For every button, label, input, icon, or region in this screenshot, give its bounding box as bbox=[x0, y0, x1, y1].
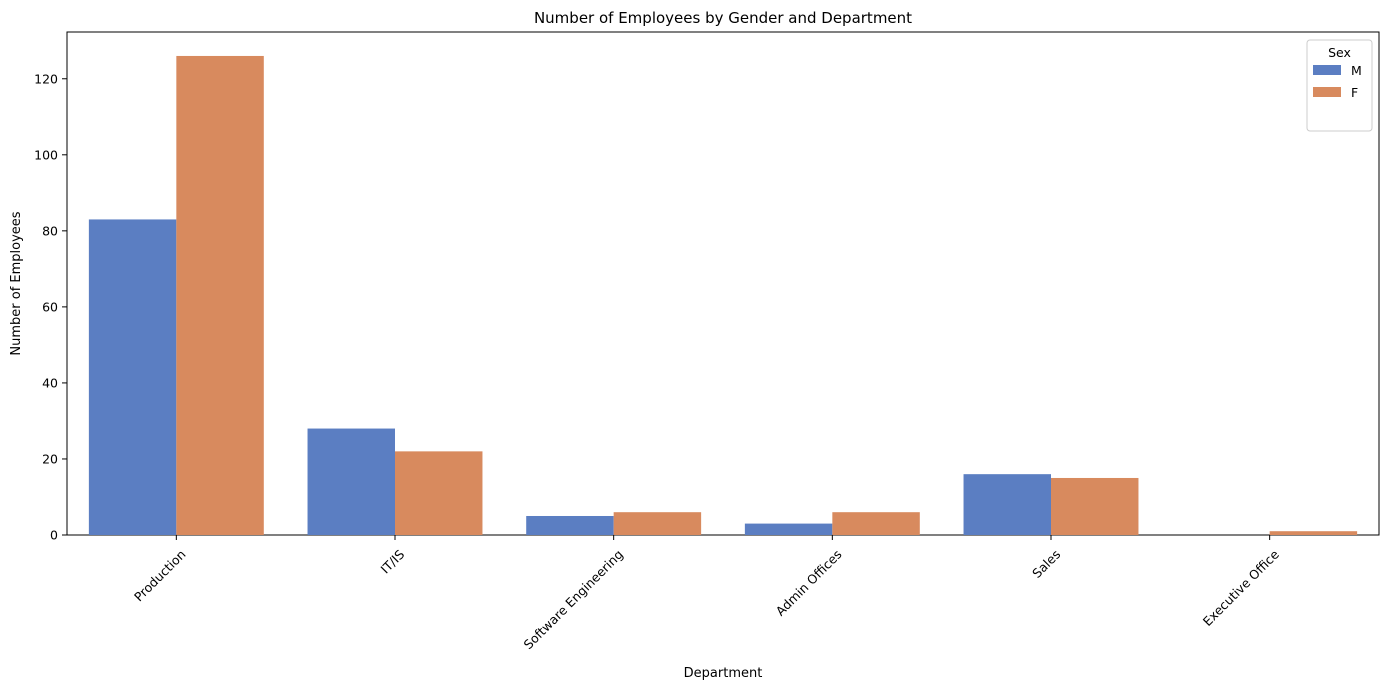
legend-swatch-M bbox=[1313, 65, 1341, 75]
bar-F-1 bbox=[395, 451, 483, 535]
legend-box bbox=[1306, 39, 1373, 132]
x-tick-label: Executive Office bbox=[1200, 546, 1282, 628]
x-tick-label: IT/IS bbox=[377, 547, 407, 577]
y-tick-label: 100 bbox=[34, 147, 58, 162]
chart-title: Number of Employees by Gender and Depart… bbox=[534, 9, 912, 27]
legend: Sex MF bbox=[1306, 39, 1373, 132]
y-axis: 0 20 40 60 80 100 120 bbox=[34, 71, 67, 543]
y-tick-label: 40 bbox=[42, 375, 58, 390]
y-tick-label: 0 bbox=[50, 528, 58, 543]
x-tick-label: Sales bbox=[1029, 547, 1063, 581]
plot-frame bbox=[66, 31, 1380, 536]
x-tick-label: Software Engineering bbox=[521, 547, 626, 652]
y-tick-label: 20 bbox=[42, 451, 58, 466]
legend-label-F: F bbox=[1351, 85, 1358, 100]
legend-label-M: M bbox=[1351, 63, 1362, 78]
x-axis: Production IT/IS Software Engineering Admin… bbox=[131, 535, 1282, 652]
x-axis-label: Department bbox=[684, 666, 763, 681]
x-tick-label: Admin Offices bbox=[773, 547, 845, 619]
x-tick-label: Production bbox=[131, 547, 189, 605]
bar-F-2 bbox=[613, 512, 702, 535]
legend-title: Sex bbox=[1328, 45, 1351, 60]
bar-M-3 bbox=[744, 523, 833, 535]
bars-group bbox=[88, 55, 1358, 535]
y-tick-label: 80 bbox=[42, 223, 58, 238]
plot-area: 0 20 40 60 80 100 120 Production IT/IS Software … bbox=[34, 31, 1380, 652]
y-tick-label: 60 bbox=[42, 299, 58, 314]
legend-swatch-F bbox=[1313, 87, 1341, 97]
bar-M-4 bbox=[963, 474, 1051, 535]
bar-M-2 bbox=[526, 515, 614, 535]
bar-F-5 bbox=[1269, 531, 1358, 535]
bar-F-3 bbox=[832, 512, 920, 535]
bar-F-0 bbox=[176, 55, 264, 535]
y-axis-label: Number of Employees bbox=[9, 211, 24, 355]
y-tick-label: 120 bbox=[34, 71, 58, 86]
bar-M-0 bbox=[88, 219, 177, 535]
bar-M-1 bbox=[307, 428, 395, 535]
bar-F-4 bbox=[1051, 477, 1139, 535]
